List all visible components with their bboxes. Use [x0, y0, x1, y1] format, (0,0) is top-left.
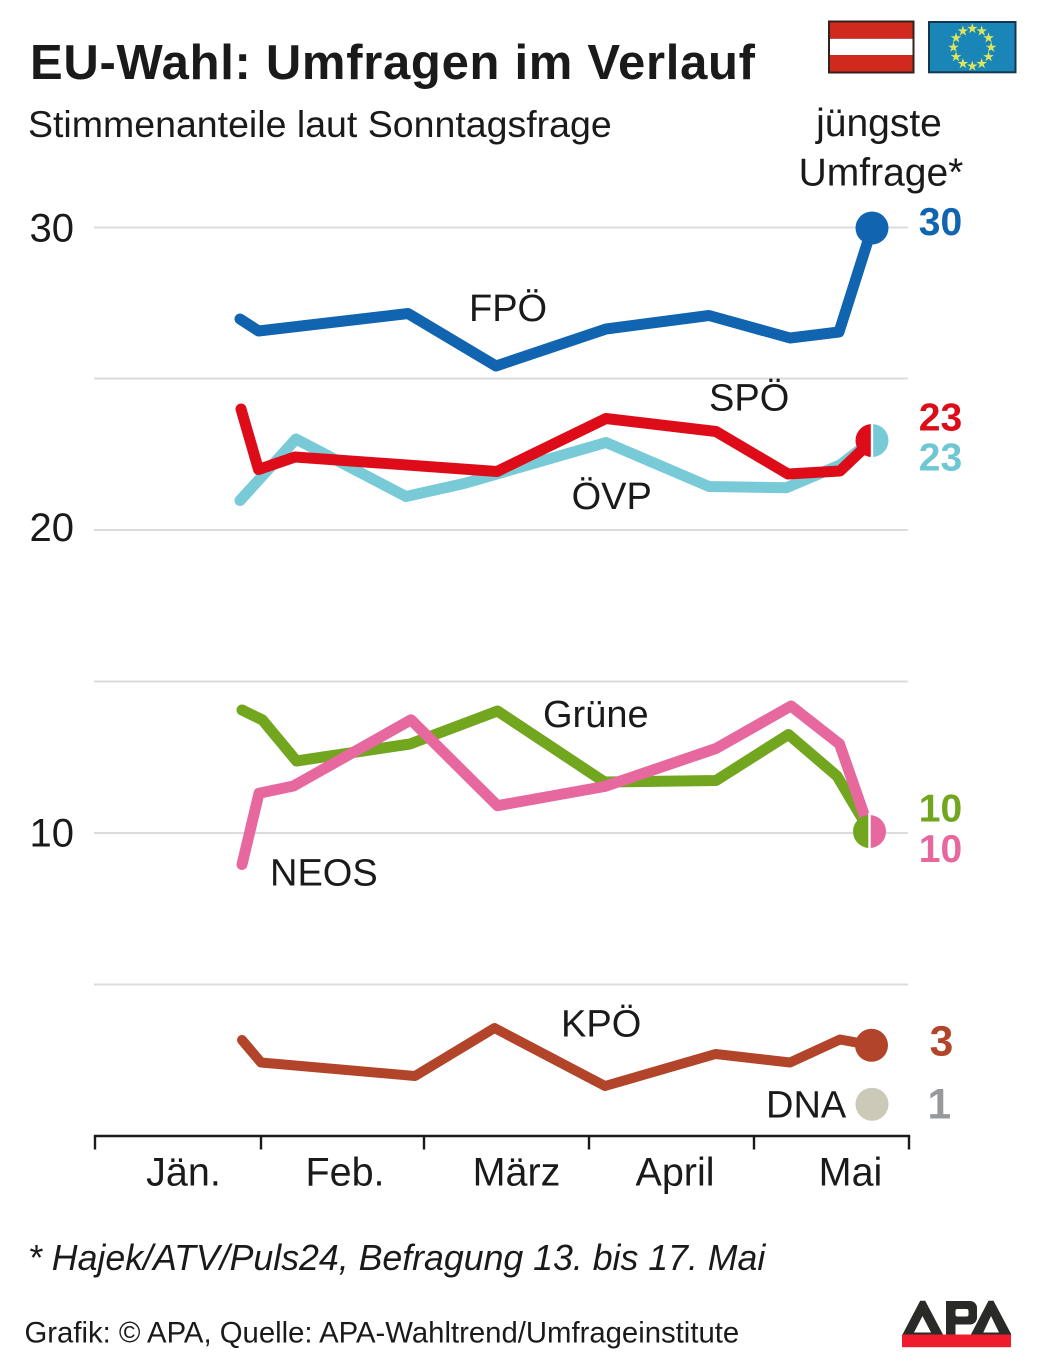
- svg-text:FPÖ: FPÖ: [469, 288, 547, 330]
- svg-text:Mai: Mai: [819, 1151, 883, 1195]
- svg-text:Feb.: Feb.: [305, 1151, 384, 1195]
- svg-text:1: 1: [927, 1081, 951, 1128]
- svg-text:jüngste: jüngste: [815, 102, 942, 145]
- svg-text:30: 30: [919, 201, 962, 244]
- svg-text:* Hajek/ATV/Puls24, Befragung: * Hajek/ATV/Puls24, Befragung 13. bis 17…: [28, 1238, 766, 1278]
- svg-text:10: 10: [30, 812, 75, 856]
- svg-text:10: 10: [919, 828, 962, 871]
- svg-text:Umfrage*: Umfrage*: [799, 152, 964, 195]
- svg-text:Grüne: Grüne: [543, 694, 649, 736]
- svg-text:23: 23: [919, 397, 962, 440]
- svg-text:KPÖ: KPÖ: [561, 1003, 641, 1045]
- svg-text:10: 10: [919, 787, 962, 830]
- svg-text:NEOS: NEOS: [270, 853, 378, 895]
- svg-text:Stimmenanteile laut Sonntagsfr: Stimmenanteile laut Sonntagsfrage: [28, 103, 612, 145]
- svg-text:ÖVP: ÖVP: [572, 476, 652, 518]
- svg-text:DNA: DNA: [766, 1085, 847, 1127]
- svg-text:Jän.: Jän.: [146, 1151, 221, 1195]
- svg-text:April: April: [635, 1151, 714, 1195]
- svg-text:Grafik: © APA, Quelle: APA-Wah: Grafik: © APA, Quelle: APA-Wahltrend/Umf…: [25, 1317, 740, 1350]
- svg-text:SPÖ: SPÖ: [709, 377, 789, 419]
- svg-text:3: 3: [930, 1019, 954, 1066]
- svg-text:23: 23: [919, 437, 962, 480]
- svg-text:30: 30: [30, 207, 75, 251]
- svg-text:März: März: [473, 1151, 561, 1195]
- svg-text:EU-Wahl: Umfragen im Verlauf: EU-Wahl: Umfragen im Verlauf: [30, 36, 756, 90]
- svg-text:20: 20: [30, 506, 75, 550]
